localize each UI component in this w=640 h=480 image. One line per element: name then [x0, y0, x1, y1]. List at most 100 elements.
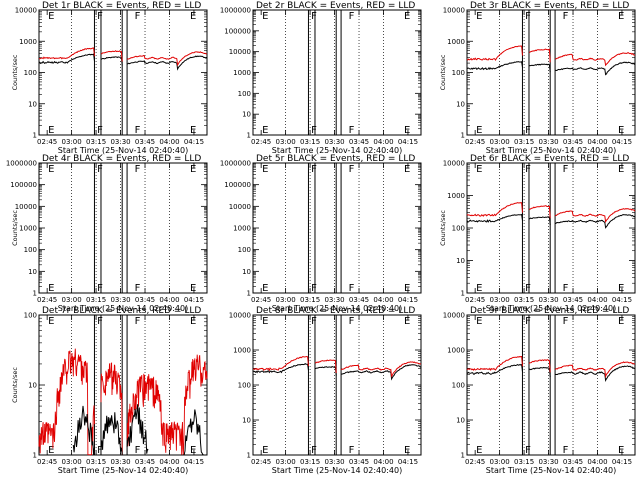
x-tick-label: 03:15: [300, 138, 320, 146]
event-marker-bottom: F: [349, 125, 355, 136]
events-series-line: [467, 215, 523, 223]
event-marker-bottom: E: [404, 283, 410, 294]
y-tick-label: 100: [238, 382, 251, 390]
y-tick-label: 10: [456, 100, 465, 108]
event-marker-top: F: [135, 164, 141, 175]
x-tick-label: 03:00: [490, 296, 510, 304]
x-tick-label: 02:45: [465, 138, 485, 146]
x-tick-label: 03:30: [538, 138, 558, 146]
x-tick-label: 03:30: [324, 296, 344, 304]
event-marker-bottom: F: [525, 125, 531, 136]
lld-series-line: [529, 49, 550, 62]
x-tick-label: 02:45: [465, 458, 485, 466]
y-tick-label: 1000000: [220, 160, 251, 168]
x-tick-label: 03:15: [86, 296, 106, 304]
lld-series-line: [39, 48, 95, 59]
y-tick-label: 1000000: [220, 7, 251, 15]
x-tick-label: 02:45: [251, 296, 271, 304]
lld-series-line: [467, 46, 523, 60]
events-series-line: [555, 215, 635, 228]
x-tick-label: 04:00: [159, 138, 179, 146]
panel-title: Det 7r BLACK = Events, RED = LLD: [42, 306, 201, 316]
event-marker-top: E: [404, 164, 410, 175]
event-marker-top: E: [404, 11, 410, 22]
event-marker-top: E: [190, 11, 196, 22]
panel-det-8: Det 8r BLACK = Events, RED = LLD11010010…: [229, 306, 421, 475]
panel-title: Det 6r BLACK = Events, RED = LLD: [470, 154, 629, 164]
panel-title: Det 1r BLACK = Events, RED = LLD: [42, 1, 201, 11]
lld-series-line: [101, 51, 122, 62]
x-tick-label: 02:45: [37, 458, 57, 466]
y-tick-label: 100: [452, 69, 465, 77]
event-marker-top: F: [563, 316, 569, 327]
x-tick-label: 02:45: [251, 458, 271, 466]
panel-det-6: Det 6r BLACK = Events, RED = LLD11010010…: [439, 154, 635, 313]
x-axis-label: Start Time (25-Nov-14 02:40:40): [486, 466, 616, 475]
detector-count-rate-figure: Det 1r BLACK = Events, RED = LLD11010010…: [0, 0, 640, 480]
panel-det-5: Det 5r BLACK = Events, RED = LLD 1 10 100 10…: [220, 154, 421, 313]
event-marker-bottom: E: [262, 283, 268, 294]
event-marker-top: E: [618, 316, 624, 327]
panel-title: Det 9r BLACK = Events, RED = LLD: [470, 306, 629, 316]
lld-series-line: [127, 355, 207, 455]
event-marker-bottom: E: [262, 125, 268, 136]
event-marker-bottom: F: [97, 125, 103, 136]
y-axis-label: Counts/sec: [11, 54, 19, 90]
plot-frame: [467, 163, 635, 293]
panel-title: Det 8r BLACK = Events, RED = LLD: [256, 306, 415, 316]
y-tick-label: 1000: [233, 225, 251, 233]
x-tick-label: 02:45: [465, 296, 485, 304]
event-marker-bottom: F: [311, 445, 317, 456]
y-tick-label: 1000: [19, 225, 37, 233]
panel-det-4: Det 4r BLACK = Events, RED = LLD11010010…: [6, 154, 207, 313]
x-axis-label: Start Time (25-Nov-14 02:40:40): [272, 466, 402, 475]
x-tick-label: 04:15: [398, 296, 418, 304]
y-tick-label: 100000: [224, 181, 251, 189]
x-tick-label: 03:00: [62, 458, 82, 466]
x-tick-label: 04:15: [184, 296, 204, 304]
y-tick-label: 10: [28, 100, 37, 108]
plot-frame: [253, 315, 421, 455]
event-marker-top: E: [48, 316, 54, 327]
event-marker-top: E: [404, 316, 410, 327]
plot-frame: [467, 315, 635, 455]
x-tick-label: 04:15: [612, 138, 632, 146]
panel-det-2: Det 2r BLACK = Events, RED = LLD 1 10 100 10…: [220, 1, 421, 155]
y-tick-label: 100: [452, 225, 465, 233]
x-tick-label: 02:45: [251, 138, 271, 146]
y-tick-label: 100: [452, 382, 465, 390]
plot-frame: [39, 10, 207, 135]
lld-series-line: [529, 206, 550, 219]
y-tick-label: 100: [24, 246, 37, 254]
event-marker-top: F: [97, 11, 103, 22]
events-series-line: [555, 366, 635, 381]
panel-title: Det 4r BLACK = Events, RED = LLD: [42, 154, 201, 164]
events-series-line: [127, 56, 207, 69]
x-tick-label: 04:00: [587, 138, 607, 146]
events-series-line: [101, 412, 122, 454]
x-tick-label: 04:15: [184, 458, 204, 466]
y-tick-label: 10000: [443, 312, 465, 320]
y-tick-label: 10000: [15, 7, 37, 15]
event-marker-bottom: E: [262, 445, 268, 456]
event-marker-bottom: E: [404, 445, 410, 456]
y-axis-label: Counts/sec: [11, 367, 19, 403]
x-tick-label: 03:30: [324, 138, 344, 146]
x-tick-label: 03:45: [349, 458, 369, 466]
x-tick-label: 03:15: [300, 296, 320, 304]
event-marker-top: F: [97, 316, 103, 327]
event-marker-top: E: [618, 11, 624, 22]
event-marker-top: E: [476, 316, 482, 327]
event-marker-top: E: [476, 11, 482, 22]
x-tick-label: 03:00: [276, 296, 296, 304]
y-axis-label: Counts/sec: [439, 210, 447, 246]
x-tick-label: 03:15: [514, 138, 534, 146]
event-marker-top: E: [476, 164, 482, 175]
y-tick-label: 10: [242, 268, 251, 276]
event-marker-bottom: E: [618, 125, 624, 136]
y-tick-label: 1000000: [6, 160, 37, 168]
event-marker-bottom: F: [311, 283, 317, 294]
event-marker-bottom: F: [563, 125, 569, 136]
event-marker-top: F: [311, 11, 317, 22]
y-tick-label: 10000: [443, 160, 465, 168]
